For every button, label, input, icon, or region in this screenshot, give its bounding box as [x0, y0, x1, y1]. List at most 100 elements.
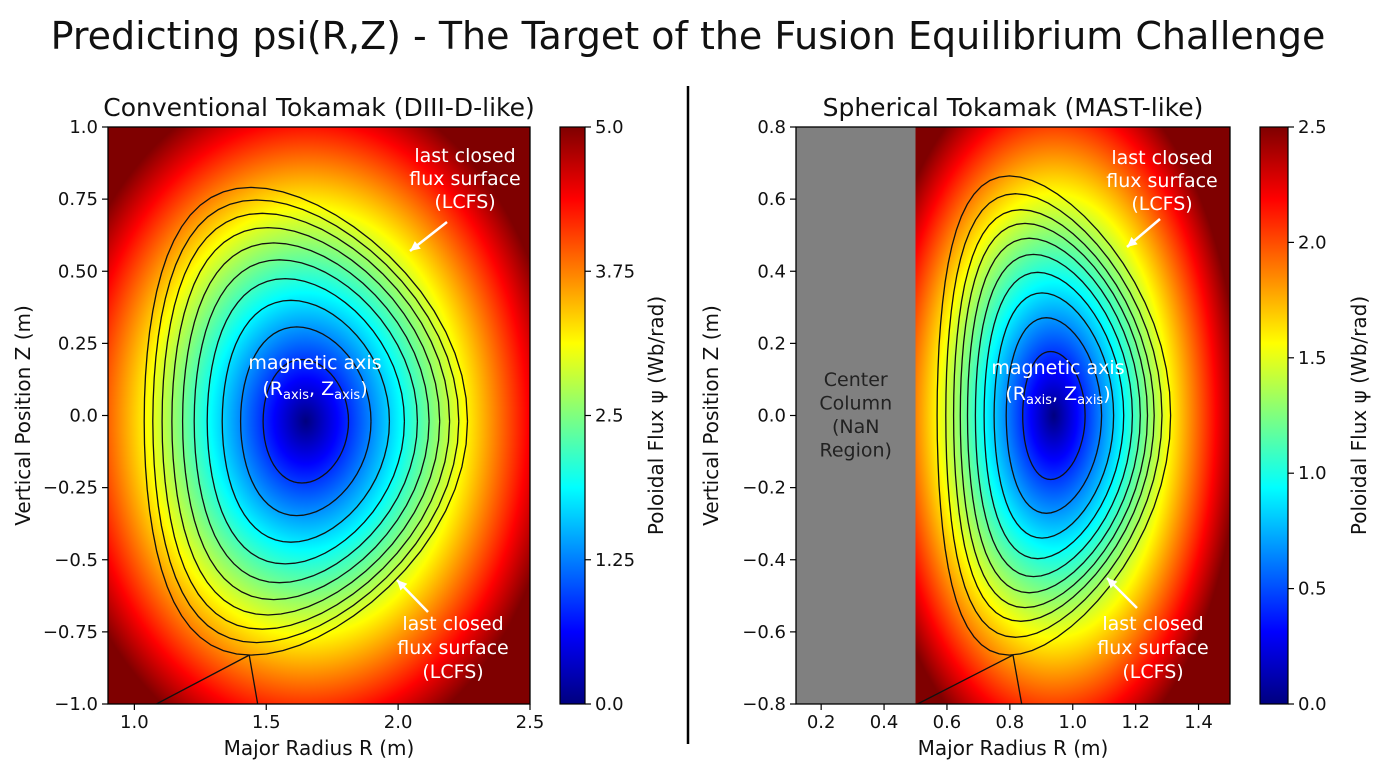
contour-line — [193, 259, 419, 584]
magnetic-axis-label: magnetic axis — [991, 357, 1124, 379]
x-tick-label: 2.0 — [384, 712, 413, 733]
lcfs-top-label: (LCFS) — [434, 191, 495, 213]
flux-gradient — [868, 127, 1230, 704]
y-tick-label: −0.8 — [742, 694, 786, 715]
y-tick-label: 0.4 — [757, 261, 786, 282]
y-tick-label: −0.25 — [43, 478, 98, 499]
lcfs-bottom-arrow-head — [397, 580, 408, 591]
lcfs-top-label: flux surface — [409, 168, 521, 190]
page-title: Predicting psi(R,Z) - The Target of the … — [50, 14, 1326, 58]
y-tick-label: 0.8 — [757, 117, 786, 138]
lcfs-top-arrow-head — [1127, 236, 1138, 247]
lcfs-top-label: last closed — [414, 145, 515, 167]
y-tick-label: 0.50 — [58, 261, 98, 282]
contour-line — [262, 358, 350, 484]
lcfs-top-label: last closed — [1111, 147, 1212, 169]
contour-line — [952, 209, 1155, 622]
y-tick-label: −0.75 — [43, 622, 98, 643]
contour-line — [1022, 350, 1086, 481]
contour-line — [161, 212, 451, 630]
center-column-region — [796, 127, 916, 704]
x-tick-label: 2.5 — [516, 712, 545, 733]
x-axis-label: Major Radius R (m) — [918, 736, 1109, 760]
y-tick-label: 0.2 — [757, 333, 786, 354]
lcfs-top-label: (LCFS) — [1131, 193, 1192, 215]
colorbar — [559, 126, 586, 705]
contour-line — [936, 175, 1172, 656]
colorbar-tick-label: 3.75 — [595, 261, 635, 282]
x-tick-label: 0.4 — [870, 712, 899, 733]
divertor-leg — [248, 655, 259, 704]
contour-line — [181, 242, 430, 601]
colorbar-tick-label: 0.5 — [1298, 579, 1327, 600]
magnetic-axis-coords: (Raxis, Zaxis) — [262, 378, 367, 403]
contour-line — [221, 299, 391, 543]
contour-line — [966, 237, 1141, 594]
contour-line — [974, 253, 1134, 578]
contour-lines — [143, 186, 469, 704]
x-tick-label: 1.2 — [1121, 712, 1150, 733]
flux-gradient — [108, 127, 530, 704]
contour-lines — [917, 175, 1172, 704]
colorbar-tick-label: 1.5 — [1298, 348, 1327, 369]
lcfs-bottom-label: last closed — [402, 613, 503, 635]
divertor-leg — [917, 654, 1014, 704]
y-tick-label: −0.2 — [742, 478, 786, 499]
colorbar-tick-label: 1.0 — [1298, 463, 1327, 484]
colorbar-tick-label: 1.25 — [595, 550, 635, 571]
lcfs-bottom-label: flux surface — [397, 637, 509, 659]
divertor-leg — [156, 654, 250, 704]
y-tick-label: 0.25 — [58, 333, 98, 354]
x-tick-label: 1.0 — [1058, 712, 1087, 733]
contour-line — [171, 226, 441, 616]
colorbar-label: Poloidal Flux ψ (Wb/rad) — [1347, 296, 1371, 535]
chart-title: Conventional Tokamak (DIII-D-like) — [103, 93, 535, 122]
contour-line — [1005, 317, 1103, 514]
contour-line — [993, 292, 1115, 539]
x-tick-label: 0.6 — [933, 712, 962, 733]
y-tick-label: 0.75 — [58, 189, 98, 210]
colorbar — [1259, 126, 1289, 705]
y-tick-label: 1.0 — [69, 117, 98, 138]
x-tick-label: 1.5 — [252, 712, 281, 733]
divertor-leg — [1012, 654, 1023, 704]
contour-line — [945, 193, 1163, 638]
colorbar-tick-label: 0.0 — [595, 694, 624, 715]
lcfs-bottom-label: (LCFS) — [422, 661, 483, 683]
colorbar-tick-label: 0.0 — [1298, 694, 1327, 715]
x-tick-label: 0.2 — [807, 712, 836, 733]
colorbar-label: Poloidal Flux ψ (Wb/rad) — [644, 296, 668, 535]
y-tick-label: −0.5 — [54, 550, 98, 571]
y-tick-label: 0.0 — [757, 406, 786, 427]
lcfs-bottom-label: flux surface — [1097, 637, 1209, 659]
magnetic-axis-coords: (Raxis, Zaxis) — [1005, 383, 1110, 408]
lcfs-top-label: flux surface — [1106, 170, 1218, 192]
contour-line — [983, 271, 1125, 560]
chart-panel-1: Conventional Tokamak (DIII-D-like)1.0 1.5… — [11, 93, 668, 760]
contour-line — [143, 186, 469, 656]
y-tick-label: −0.4 — [742, 550, 786, 571]
y-tick-label: 0.0 — [69, 406, 98, 427]
y-tick-label: −0.6 — [742, 622, 786, 643]
lcfs-bottom-label: last closed — [1102, 613, 1203, 635]
y-axis-label: Vertical Position Z (m) — [11, 305, 35, 526]
x-tick-label: 0.8 — [996, 712, 1025, 733]
center-column-label: (NaN — [832, 416, 879, 438]
flux-heatmap — [796, 127, 1230, 704]
colorbar-tick-label: 5.0 — [595, 117, 624, 138]
lcfs-bottom-arrow-head — [1107, 578, 1118, 589]
colorbar-tick-label: 2.5 — [595, 406, 624, 427]
x-tick-label: 1.0 — [120, 712, 149, 733]
lcfs-top-arrow-head — [410, 241, 421, 251]
y-tick-label: 0.6 — [757, 189, 786, 210]
center-column-label: Region) — [820, 440, 892, 462]
center-column-label: Column — [819, 393, 892, 415]
x-axis-label: Major Radius R (m) — [224, 736, 415, 760]
magnetic-axis-label: magnetic axis — [248, 352, 381, 374]
colorbar-tick-label: 2.0 — [1298, 232, 1327, 253]
center-column-label: Center — [824, 369, 888, 391]
x-tick-label: 1.4 — [1184, 712, 1213, 733]
chart-title: Spherical Tokamak (MAST-like) — [823, 93, 1204, 122]
lcfs-bottom-label: (LCFS) — [1122, 661, 1183, 683]
